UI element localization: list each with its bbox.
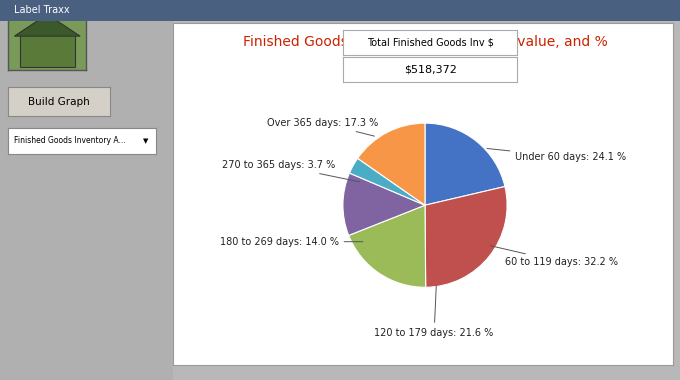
Text: 120 to 179 days: 21.6 %: 120 to 179 days: 21.6 %: [375, 285, 494, 338]
Title: Finished Goods Inventory Aging, Dollar value, and %: Finished Goods Inventory Aging, Dollar v…: [243, 35, 607, 49]
Text: Label Traxx: Label Traxx: [14, 5, 69, 16]
Text: Finished Goods Inventory A...: Finished Goods Inventory A...: [14, 136, 126, 146]
Wedge shape: [425, 187, 507, 287]
Text: 60 to 119 days: 32.2 %: 60 to 119 days: 32.2 %: [490, 246, 618, 267]
Text: Build Graph: Build Graph: [29, 97, 90, 107]
Text: Total Finished Goods Inv $: Total Finished Goods Inv $: [367, 38, 494, 48]
Wedge shape: [349, 205, 426, 287]
Wedge shape: [350, 158, 425, 205]
Wedge shape: [343, 173, 425, 236]
Text: Under 60 days: 24.1 %: Under 60 days: 24.1 %: [487, 149, 626, 162]
Wedge shape: [425, 123, 505, 205]
Wedge shape: [358, 123, 425, 205]
Text: 270 to 365 days: 3.7 %: 270 to 365 days: 3.7 %: [222, 160, 360, 182]
Bar: [20, 35, 75, 67]
Text: Over 365 days: 17.3 %: Over 365 days: 17.3 %: [267, 118, 378, 136]
Text: ▼: ▼: [143, 138, 149, 144]
Text: $518,372: $518,372: [404, 64, 456, 74]
Text: 180 to 269 days: 14.0 %: 180 to 269 days: 14.0 %: [220, 237, 363, 247]
Polygon shape: [14, 14, 80, 36]
